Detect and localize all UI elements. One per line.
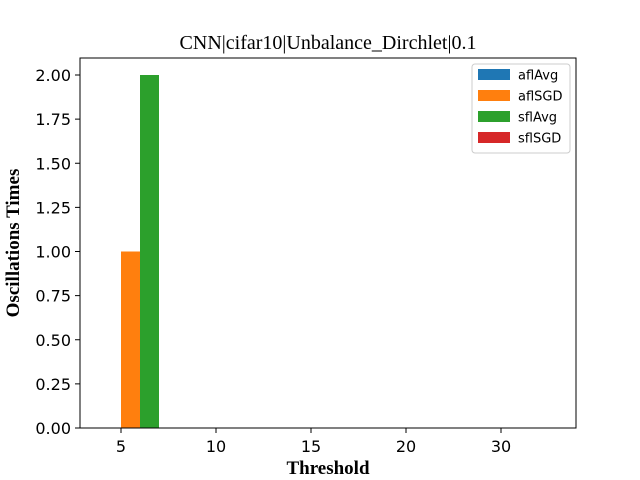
chart-title: CNN|cifar10|Unbalance_Dirchlet|0.1 — [180, 32, 477, 54]
x-tick-label: 20 — [396, 437, 416, 456]
x-tick-label: 30 — [491, 437, 511, 456]
y-tick-label: 1.50 — [35, 154, 71, 173]
legend-label-sflSGD: sflSGD — [518, 132, 561, 147]
legend: aflAvg aflSGD sflAvg sflSGD — [471, 63, 571, 154]
y-axis-label: Oscillations Times — [3, 169, 24, 318]
x-tick-label: 10 — [206, 437, 226, 456]
y-tick-label: 0.50 — [35, 331, 71, 350]
y-tick-label: 0.00 — [35, 419, 71, 438]
x-axis: 5 10 15 20 30 — [116, 428, 511, 456]
y-tick-label: 1.25 — [35, 198, 71, 217]
legend-swatch-aflSGD — [478, 90, 510, 101]
y-tick-label: 0.75 — [35, 287, 71, 306]
y-tick-label: 1.00 — [35, 243, 71, 262]
bar-sflAvg-5 — [140, 75, 159, 428]
y-tick-label: 1.75 — [35, 110, 71, 129]
y-tick-label: 2.00 — [35, 66, 71, 85]
x-tick-label: 15 — [301, 437, 321, 456]
legend-label-aflAvg: aflAvg — [518, 69, 558, 84]
x-axis-label: Threshold — [286, 458, 370, 479]
legend-swatch-sflAvg — [478, 111, 510, 122]
legend-swatch-sflSGD — [478, 132, 510, 143]
legend-frame — [471, 63, 571, 154]
y-tick-label: 0.25 — [35, 375, 71, 394]
legend-label-aflSGD: aflSGD — [518, 90, 563, 105]
plot-frame — [79, 57, 577, 429]
bar-aflSGD-5 — [121, 251, 140, 428]
x-tick-label: 5 — [116, 437, 126, 456]
legend-label-sflAvg: sflAvg — [518, 111, 557, 126]
y-axis: 0.00 0.25 0.50 0.75 1.00 1.25 1.50 1.75 2.00 — [35, 66, 80, 438]
legend-swatch-aflAvg — [478, 69, 510, 80]
bars-group — [121, 75, 159, 428]
